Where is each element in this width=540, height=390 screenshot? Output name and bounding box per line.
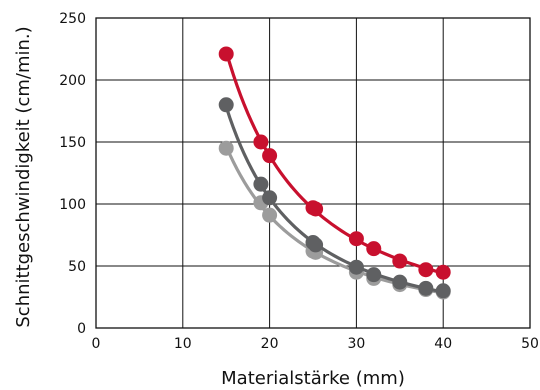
data-point bbox=[348, 259, 364, 275]
tick-labels: 0 10 20 30 40 50 0 50 100 150 200 250 bbox=[59, 11, 539, 352]
x-axis-title: Materialstärke (mm) bbox=[221, 368, 405, 389]
series-layer bbox=[218, 46, 451, 300]
series-3 bbox=[218, 140, 451, 300]
x-tick-label: 50 bbox=[521, 336, 539, 352]
data-point bbox=[262, 207, 278, 223]
data-point bbox=[435, 283, 451, 299]
data-point bbox=[392, 274, 408, 290]
data-point bbox=[348, 231, 364, 247]
y-tick-label: 150 bbox=[59, 135, 86, 151]
y-tick-label: 0 bbox=[77, 321, 86, 337]
data-point bbox=[392, 253, 408, 269]
data-point bbox=[308, 201, 324, 217]
y-tick-label: 50 bbox=[68, 259, 86, 275]
x-tick-label: 30 bbox=[347, 336, 365, 352]
data-point bbox=[218, 46, 234, 62]
x-tick-label: 40 bbox=[434, 336, 452, 352]
data-point bbox=[435, 264, 451, 280]
data-point bbox=[218, 97, 234, 113]
x-tick-label: 0 bbox=[92, 336, 101, 352]
y-tick-label: 100 bbox=[59, 197, 86, 213]
trend-line bbox=[224, 145, 444, 295]
x-tick-label: 20 bbox=[261, 336, 279, 352]
y-tick-label: 250 bbox=[59, 11, 86, 27]
data-point bbox=[366, 241, 382, 257]
x-tick-label: 10 bbox=[174, 336, 192, 352]
data-point bbox=[253, 176, 269, 192]
data-point bbox=[308, 237, 324, 253]
data-point bbox=[262, 190, 278, 206]
series-1 bbox=[218, 46, 451, 280]
y-tick-label: 200 bbox=[59, 73, 86, 89]
data-point bbox=[366, 267, 382, 283]
grid bbox=[95, 17, 531, 329]
plot-frame bbox=[95, 17, 531, 329]
data-point bbox=[253, 134, 269, 150]
data-point bbox=[418, 262, 434, 278]
y-axis-title: Schnittgeschwindigkeit (cm/min.) bbox=[13, 26, 34, 327]
data-point bbox=[262, 148, 278, 164]
series-2 bbox=[218, 97, 451, 299]
trend-line bbox=[224, 50, 444, 275]
data-point bbox=[418, 280, 434, 296]
data-point bbox=[218, 140, 234, 156]
